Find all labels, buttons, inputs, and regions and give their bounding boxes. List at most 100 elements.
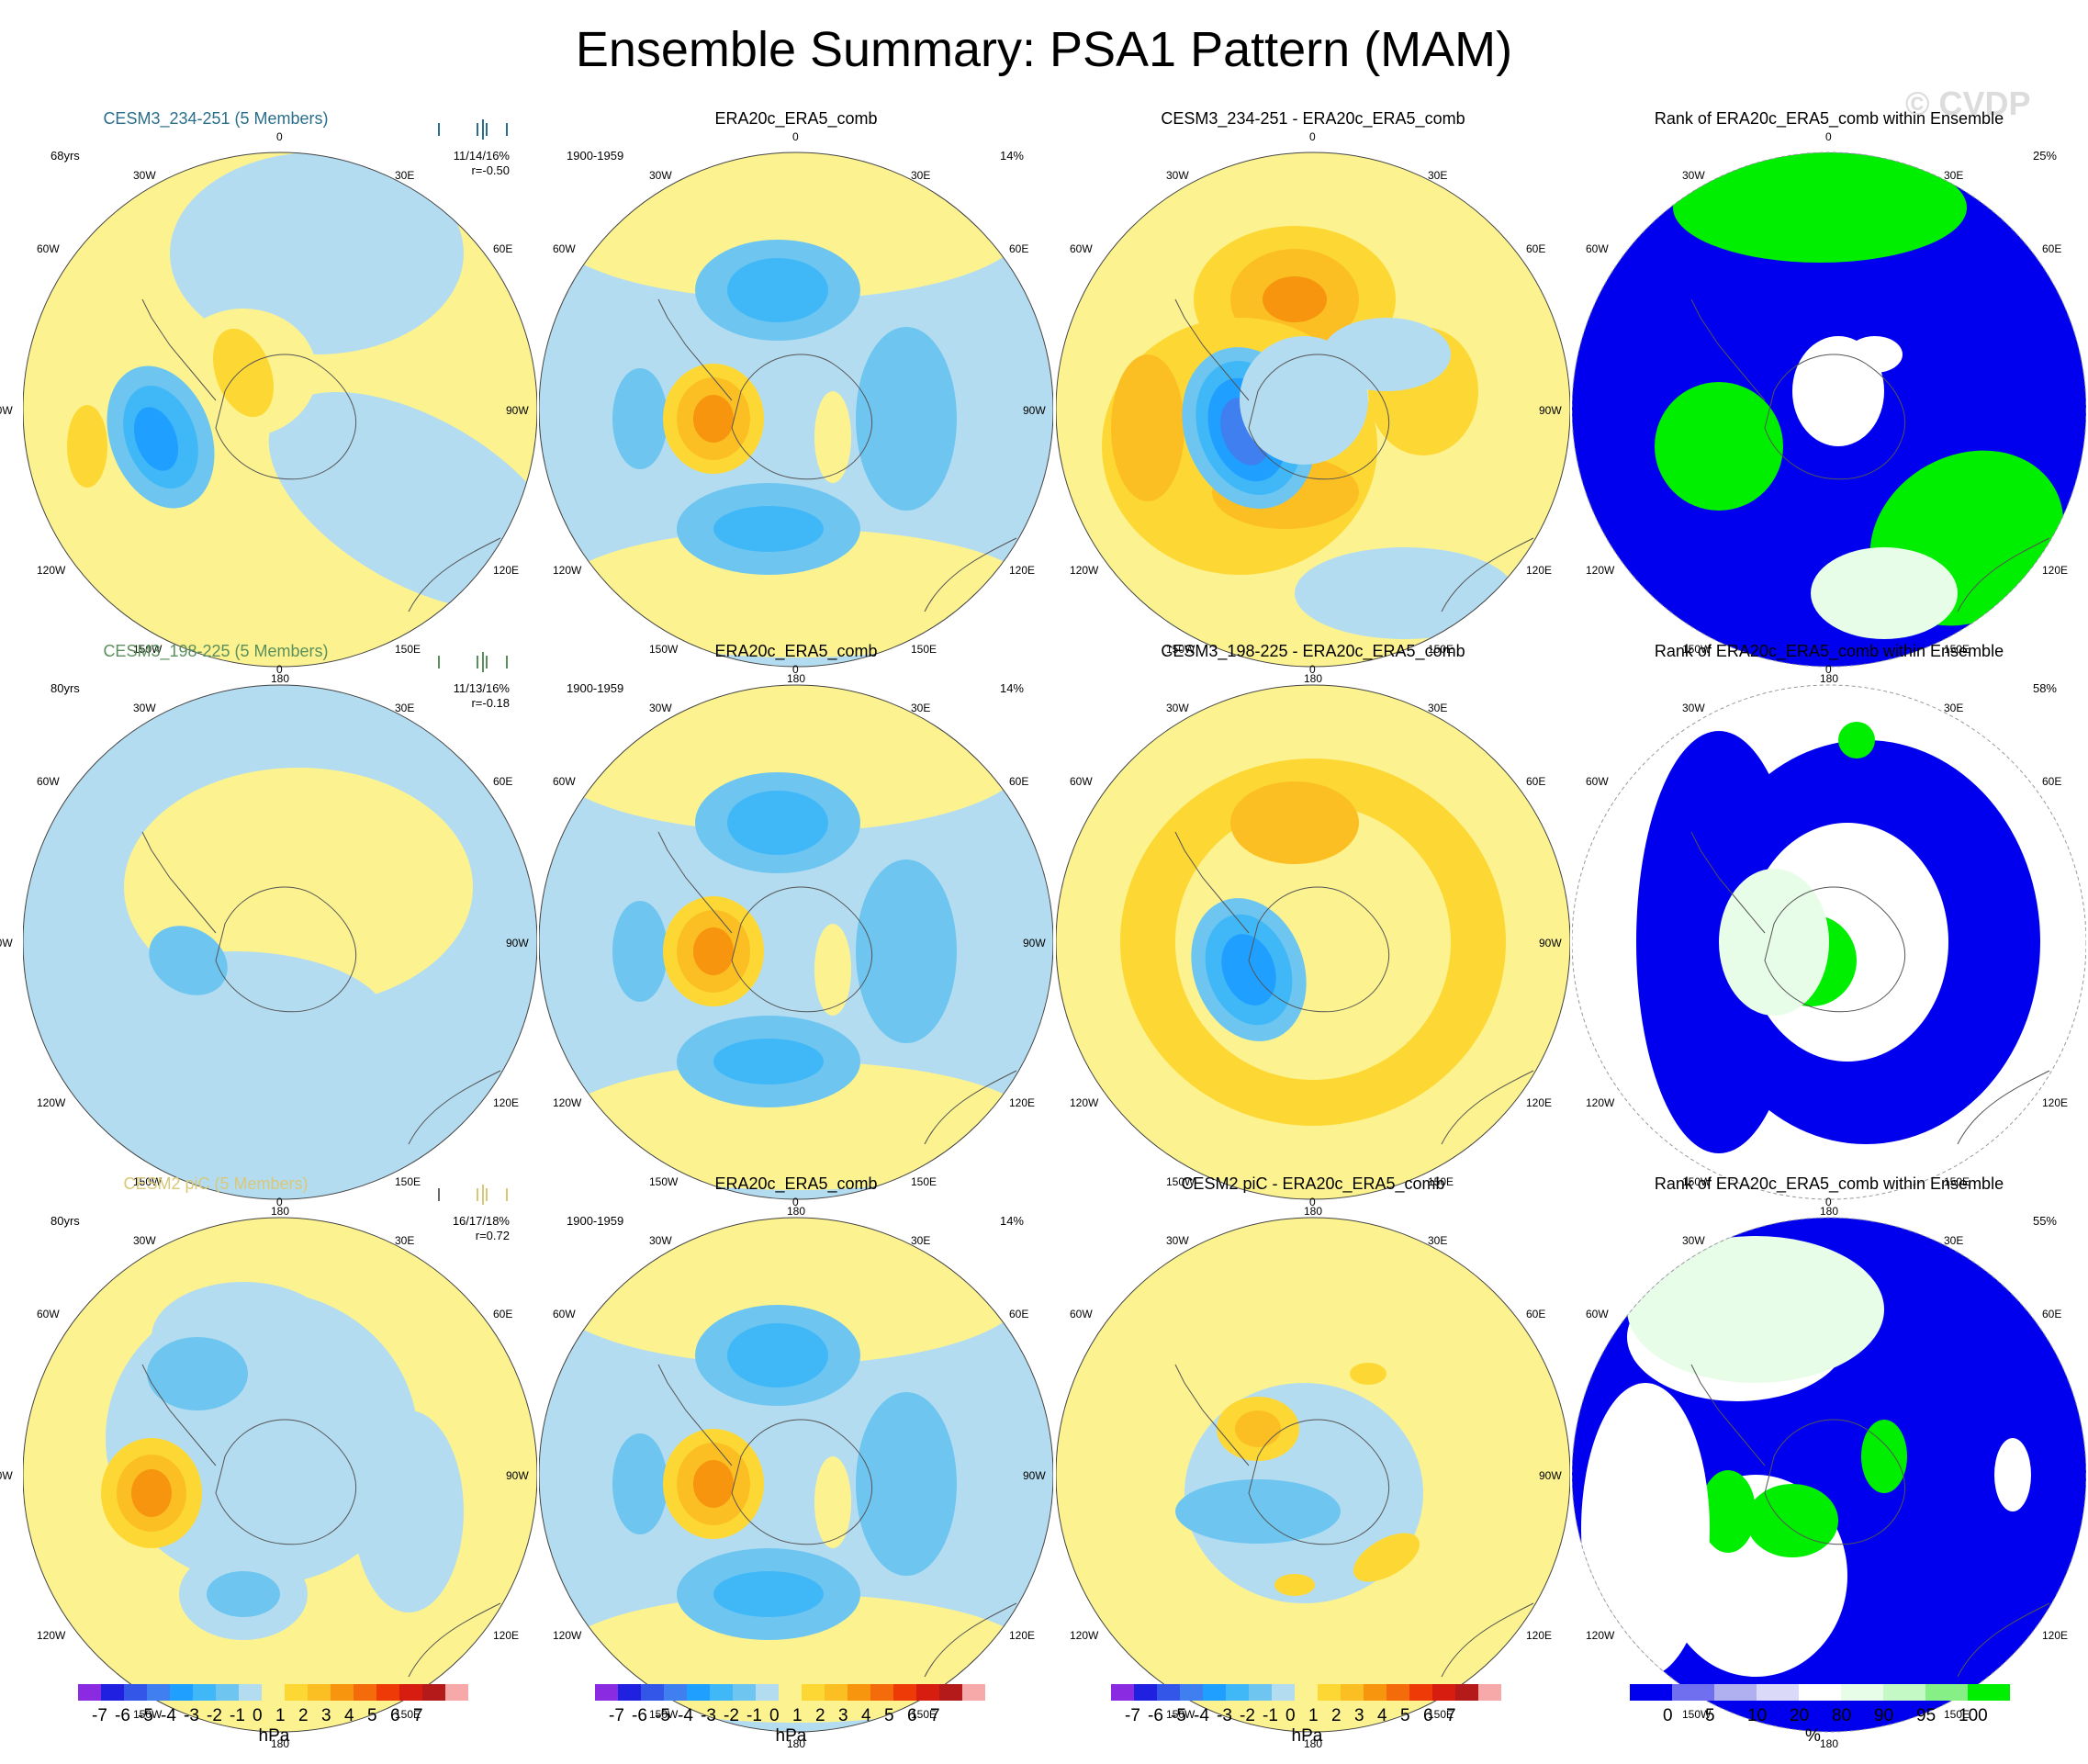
colorbar-pressure-2: -7 -6 -5 -4 -3 -2 -1 0 1 2 3 4 5 6 7 hPa	[595, 1684, 985, 1758]
row1-obs-panel-contour-region-11	[814, 391, 851, 483]
row2-diff-panel-map-area: 030E60E90E120E150E180150W120W90W60W30W	[1023, 663, 1595, 1218]
row1-model-panel-years: 68yrs	[51, 149, 80, 163]
row1-model-panel-antarctica-coastline	[215, 354, 357, 480]
lon-label-l: 90W	[1539, 1469, 1562, 1482]
colorbar-tick-label: 1	[275, 1706, 286, 1725]
colorbar-swatch	[445, 1684, 468, 1701]
row3-rank-panel-antarctica-coastline	[1764, 1419, 1906, 1545]
row1-model-panel-south-america-coastline	[77, 152, 134, 190]
row3-model-panel-south-america-coastline	[77, 1218, 134, 1255]
row3-diff-panel-contour-region-3	[1235, 1410, 1281, 1447]
lon-label-tr: 30E	[395, 169, 415, 182]
row1-obs-panel-map-area: 030E60E90E120E150E180150W120W90W60W30W	[506, 130, 1078, 685]
row3-diff-panel-map-border	[1056, 1217, 1570, 1733]
lon-label-r2: 120E	[2042, 1629, 2069, 1642]
lon-label-r2: 120E	[1009, 1096, 1036, 1109]
colorbar-swatch	[1295, 1684, 1318, 1701]
lon-label-r2: 120E	[1526, 1096, 1553, 1109]
colorbar-swatch	[687, 1684, 710, 1701]
row1-obs-panel-contour-region-10	[693, 395, 734, 443]
colorbar-swatch	[1714, 1684, 1757, 1701]
lon-label-l2: 120W	[1070, 564, 1099, 577]
lon-label-l2: 120W	[1070, 1629, 1099, 1642]
lon-label-l: 90W	[1023, 937, 1046, 949]
lon-label-bl: 150W	[1166, 1175, 1196, 1188]
row3-rank-panel-map	[1572, 1217, 2086, 1733]
lon-label-r1: 60E	[1526, 242, 1546, 255]
lon-label-r2: 120E	[493, 1629, 520, 1642]
row2-rank-panel-contour-region-5	[1838, 722, 1875, 758]
lon-label-l2: 120W	[1586, 1629, 1615, 1642]
row1-rank-panel-contour-region-1	[1655, 382, 1783, 511]
lon-label-bottom: 180	[271, 672, 290, 685]
colorbar-tick-label: 5	[1400, 1706, 1410, 1725]
row2-obs-panel-map-area: 030E60E90E120E150E180150W120W90W60W30W	[506, 663, 1078, 1218]
lon-label-l: 90W	[0, 937, 13, 949]
colorbar-tick-label: -5	[655, 1706, 670, 1725]
colorbar-swatch	[1341, 1684, 1364, 1701]
colorbar-swatch	[1672, 1684, 1714, 1701]
member-tick	[506, 656, 508, 669]
colorbar-swatch	[1134, 1684, 1157, 1701]
row1-model-panel-rmse-stat: 11/14/16%	[453, 149, 510, 163]
row2-rank-panel-peninsula-coastline	[1690, 831, 1766, 934]
colorbar-tick-label: 0	[1663, 1706, 1673, 1725]
colorbar-unit: hPa	[1291, 1726, 1323, 1746]
lon-label-bottom: 180	[787, 1205, 806, 1218]
colorbar-tick-label: 5	[367, 1706, 377, 1725]
lon-label-l: 90W	[1539, 404, 1562, 417]
row3-model-panel-contour-region-7	[131, 1469, 172, 1517]
lon-label-br: 150E	[1944, 1175, 1970, 1188]
row3-rank-panel-contour-region-3	[1746, 1484, 1838, 1557]
colorbar-swatch	[308, 1684, 331, 1701]
lon-label-br: 150E	[1428, 1175, 1454, 1188]
row3-diff-panel-contour-region-4	[1353, 1533, 1420, 1582]
lon-label-l1: 60W	[1070, 242, 1093, 255]
colorbar-swatch	[870, 1684, 893, 1701]
row2-obs-panel-map	[539, 684, 1053, 1200]
row1-obs-panel-contour-region-1	[557, 529, 1035, 657]
member-tick	[438, 656, 440, 669]
colorbar-pressure-1: -7 -6 -5 -4 -3 -2 -1 0 1 2 3 4 5 6 7 hPa	[78, 1684, 468, 1758]
lon-label-tl: 30W	[133, 702, 156, 714]
row2-obs-panel-map-border	[539, 684, 1053, 1200]
row1-obs-panel: 030E60E90E120E150E180150W120W90W60W30WER…	[506, 108, 1078, 685]
colorbar-tick-label: -3	[701, 1706, 716, 1725]
lon-label-tl: 30W	[1166, 169, 1189, 182]
row1-rank-panel-peninsula-coastline	[1690, 298, 1766, 401]
lon-label-br: 150E	[1944, 1708, 1970, 1721]
row2-obs-panel-australia-coastline	[924, 1070, 1017, 1145]
lon-label-bl: 150W	[1682, 643, 1712, 656]
lon-label-top: 0	[1309, 663, 1316, 676]
row1-obs-panel-map	[539, 152, 1053, 668]
colorbar-tick-label: -4	[678, 1706, 693, 1725]
colorbar-swatch	[939, 1684, 962, 1701]
row2-rank-panel-rank-pct: 58%	[2032, 681, 2057, 695]
colorbar-swatch	[1799, 1684, 1841, 1701]
colorbar-tick-label: -3	[1217, 1706, 1232, 1725]
row1-model-panel-contour-region-6	[67, 405, 107, 488]
row1-obs-panel-map-border	[539, 152, 1053, 668]
lon-label-l: 90W	[0, 404, 13, 417]
member-tick	[482, 652, 484, 672]
colorbar-tick-label: 0	[769, 1706, 780, 1725]
member-tick	[477, 1188, 478, 1201]
lon-label-l1: 60W	[1070, 1308, 1093, 1320]
lon-label-tl: 30W	[649, 702, 672, 714]
row2-obs-panel-contour-region-1	[557, 1062, 1035, 1190]
row1-rank-panel-south-america-coastline	[1626, 152, 1683, 190]
lon-label-r1: 60E	[493, 242, 513, 255]
row2-diff-panel-south-america-coastline	[1110, 685, 1167, 723]
row1-diff-panel-south-america-coastline	[1110, 152, 1167, 190]
lon-label-tl: 30W	[1166, 1234, 1189, 1247]
colorbar-swatch	[1203, 1684, 1226, 1701]
lon-label-l2: 120W	[1586, 1096, 1615, 1109]
colorbar-swatch	[1841, 1684, 1883, 1701]
lon-label-l2: 120W	[37, 1629, 66, 1642]
lon-label-r2: 120E	[2042, 564, 2069, 577]
row1-diff-panel-antarctica-coastline	[1248, 354, 1390, 480]
lon-label-bl: 150W	[133, 1175, 163, 1188]
row1-diff-panel-contour-region-2	[1263, 276, 1327, 322]
colorbar-swatch	[1968, 1684, 2010, 1701]
lon-label-l1: 60W	[553, 1308, 576, 1320]
